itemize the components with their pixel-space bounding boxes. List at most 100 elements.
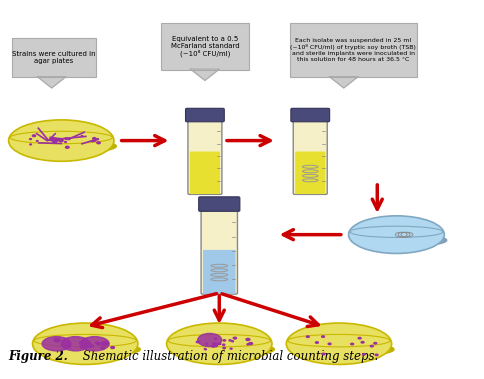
Ellipse shape — [247, 344, 249, 345]
Ellipse shape — [375, 354, 378, 356]
Ellipse shape — [93, 138, 96, 139]
FancyBboxPatch shape — [203, 250, 236, 294]
Ellipse shape — [205, 349, 206, 350]
Ellipse shape — [212, 346, 215, 347]
Ellipse shape — [249, 343, 253, 345]
Ellipse shape — [230, 348, 232, 349]
Text: Figure 2.: Figure 2. — [9, 349, 68, 363]
Polygon shape — [37, 77, 66, 88]
Ellipse shape — [35, 342, 140, 357]
Ellipse shape — [363, 354, 365, 355]
Ellipse shape — [322, 353, 325, 355]
Ellipse shape — [288, 342, 394, 357]
Ellipse shape — [328, 343, 331, 345]
Ellipse shape — [101, 347, 105, 349]
Ellipse shape — [111, 346, 114, 349]
FancyBboxPatch shape — [295, 152, 325, 194]
Ellipse shape — [358, 337, 361, 339]
FancyBboxPatch shape — [161, 23, 249, 70]
Ellipse shape — [59, 140, 63, 142]
Ellipse shape — [81, 343, 86, 345]
Ellipse shape — [65, 138, 68, 139]
Ellipse shape — [61, 140, 63, 141]
Ellipse shape — [85, 342, 91, 345]
Ellipse shape — [218, 343, 221, 345]
Ellipse shape — [80, 337, 109, 351]
Ellipse shape — [351, 343, 354, 345]
Ellipse shape — [32, 135, 36, 136]
Ellipse shape — [348, 216, 444, 254]
Ellipse shape — [223, 347, 226, 349]
Text: Each isolate was suspended in 25 ml
(~10⁸ CFU/ml) of tryptic soy broth (TSB)
and: Each isolate was suspended in 25 ml (~10… — [290, 39, 416, 62]
Ellipse shape — [316, 342, 318, 343]
Ellipse shape — [49, 139, 52, 141]
Ellipse shape — [64, 344, 71, 348]
Ellipse shape — [83, 342, 88, 345]
Ellipse shape — [361, 341, 364, 343]
Ellipse shape — [233, 337, 237, 339]
Ellipse shape — [206, 343, 208, 345]
Ellipse shape — [204, 348, 206, 349]
FancyBboxPatch shape — [293, 117, 327, 194]
FancyBboxPatch shape — [188, 117, 222, 194]
FancyBboxPatch shape — [199, 197, 240, 211]
Ellipse shape — [89, 345, 93, 347]
Ellipse shape — [53, 142, 56, 143]
Polygon shape — [191, 69, 219, 80]
Ellipse shape — [169, 342, 274, 357]
Text: Shematic illustration of microbial counting steps.: Shematic illustration of microbial count… — [79, 349, 378, 363]
Ellipse shape — [102, 341, 108, 345]
Ellipse shape — [55, 141, 57, 142]
Ellipse shape — [306, 336, 309, 337]
Ellipse shape — [54, 338, 60, 342]
FancyBboxPatch shape — [13, 38, 96, 77]
Ellipse shape — [9, 120, 114, 161]
Ellipse shape — [53, 138, 56, 140]
Polygon shape — [330, 77, 358, 88]
Ellipse shape — [215, 343, 216, 344]
Ellipse shape — [97, 142, 100, 144]
Ellipse shape — [246, 338, 250, 340]
Ellipse shape — [215, 338, 217, 339]
Ellipse shape — [51, 138, 55, 140]
Ellipse shape — [213, 343, 215, 345]
Ellipse shape — [370, 345, 373, 347]
Ellipse shape — [42, 337, 71, 351]
Ellipse shape — [351, 234, 447, 247]
Ellipse shape — [79, 341, 86, 345]
Ellipse shape — [84, 343, 88, 345]
Ellipse shape — [30, 144, 31, 145]
Ellipse shape — [374, 343, 377, 344]
Ellipse shape — [223, 344, 225, 345]
FancyBboxPatch shape — [185, 108, 224, 122]
Ellipse shape — [55, 139, 58, 141]
Ellipse shape — [59, 139, 61, 141]
Ellipse shape — [52, 140, 56, 142]
Ellipse shape — [231, 341, 233, 342]
Ellipse shape — [93, 139, 96, 141]
Ellipse shape — [97, 343, 101, 345]
Ellipse shape — [95, 342, 99, 344]
Ellipse shape — [55, 141, 57, 142]
Ellipse shape — [11, 139, 116, 153]
Ellipse shape — [32, 323, 138, 365]
Ellipse shape — [65, 146, 69, 148]
Ellipse shape — [214, 345, 217, 347]
Ellipse shape — [96, 139, 98, 140]
Ellipse shape — [223, 340, 226, 341]
Ellipse shape — [166, 323, 272, 365]
Ellipse shape — [68, 138, 70, 139]
FancyBboxPatch shape — [201, 207, 238, 294]
Ellipse shape — [61, 337, 90, 351]
Ellipse shape — [229, 340, 231, 341]
Ellipse shape — [91, 141, 93, 142]
FancyBboxPatch shape — [290, 23, 417, 77]
Text: Strains were cultured in
agar plates: Strains were cultured in agar plates — [12, 51, 96, 64]
Text: Equivalent to a 0.5
McFarland standard
(~10⁸ CFU/ml): Equivalent to a 0.5 McFarland standard (… — [170, 36, 239, 57]
Ellipse shape — [198, 334, 222, 346]
Ellipse shape — [80, 345, 85, 348]
Ellipse shape — [83, 343, 86, 345]
FancyBboxPatch shape — [291, 108, 330, 122]
Ellipse shape — [197, 341, 199, 343]
Ellipse shape — [65, 141, 66, 143]
